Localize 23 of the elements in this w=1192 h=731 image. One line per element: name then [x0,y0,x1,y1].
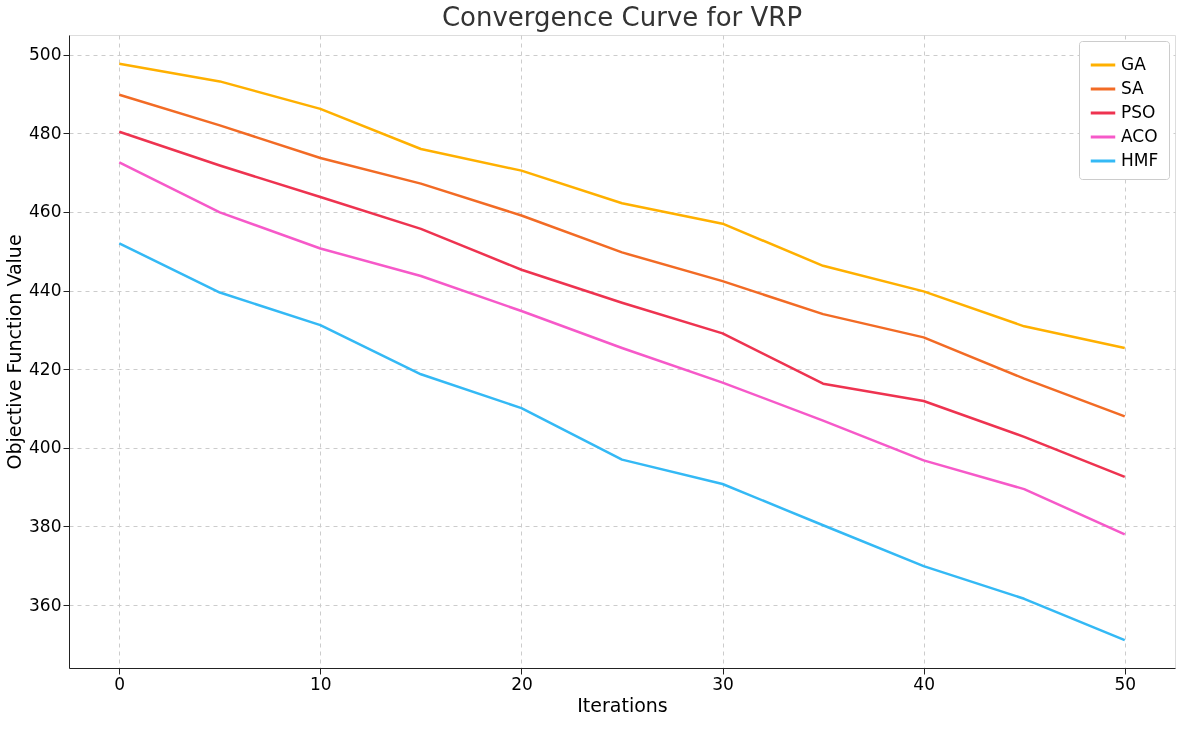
chart-title: Convergence Curve for VRP [441,2,803,32]
y-tick-label: 480 [29,122,62,143]
y-tick-label: 420 [29,358,62,379]
y-tick-label: 360 [29,594,62,615]
y-tick-label: 460 [29,201,62,222]
legend-label: SA [1121,78,1145,98]
x-tick-label: 50 [1114,673,1137,694]
line-series [118,242,1126,642]
x-tick-label: 10 [310,673,332,694]
x-tick-label: 0 [114,673,126,694]
y-tick-label: 380 [29,515,62,536]
legend-label: HMF [1121,150,1159,170]
y-axis-title: Objective Function Value [3,234,26,470]
x-tick-label: 30 [712,673,734,694]
x-tick-label: 20 [511,673,533,694]
y-tick-label: 400 [29,437,62,458]
y-tick-label: 500 [29,44,62,65]
legend-label: PSO [1121,102,1156,122]
x-tick-label: 40 [913,673,935,694]
y-tick-label: 440 [29,280,62,301]
legend-label: ACO [1121,126,1158,146]
legend-label: GA [1121,54,1147,74]
x-axis-title: Iterations [577,693,668,716]
